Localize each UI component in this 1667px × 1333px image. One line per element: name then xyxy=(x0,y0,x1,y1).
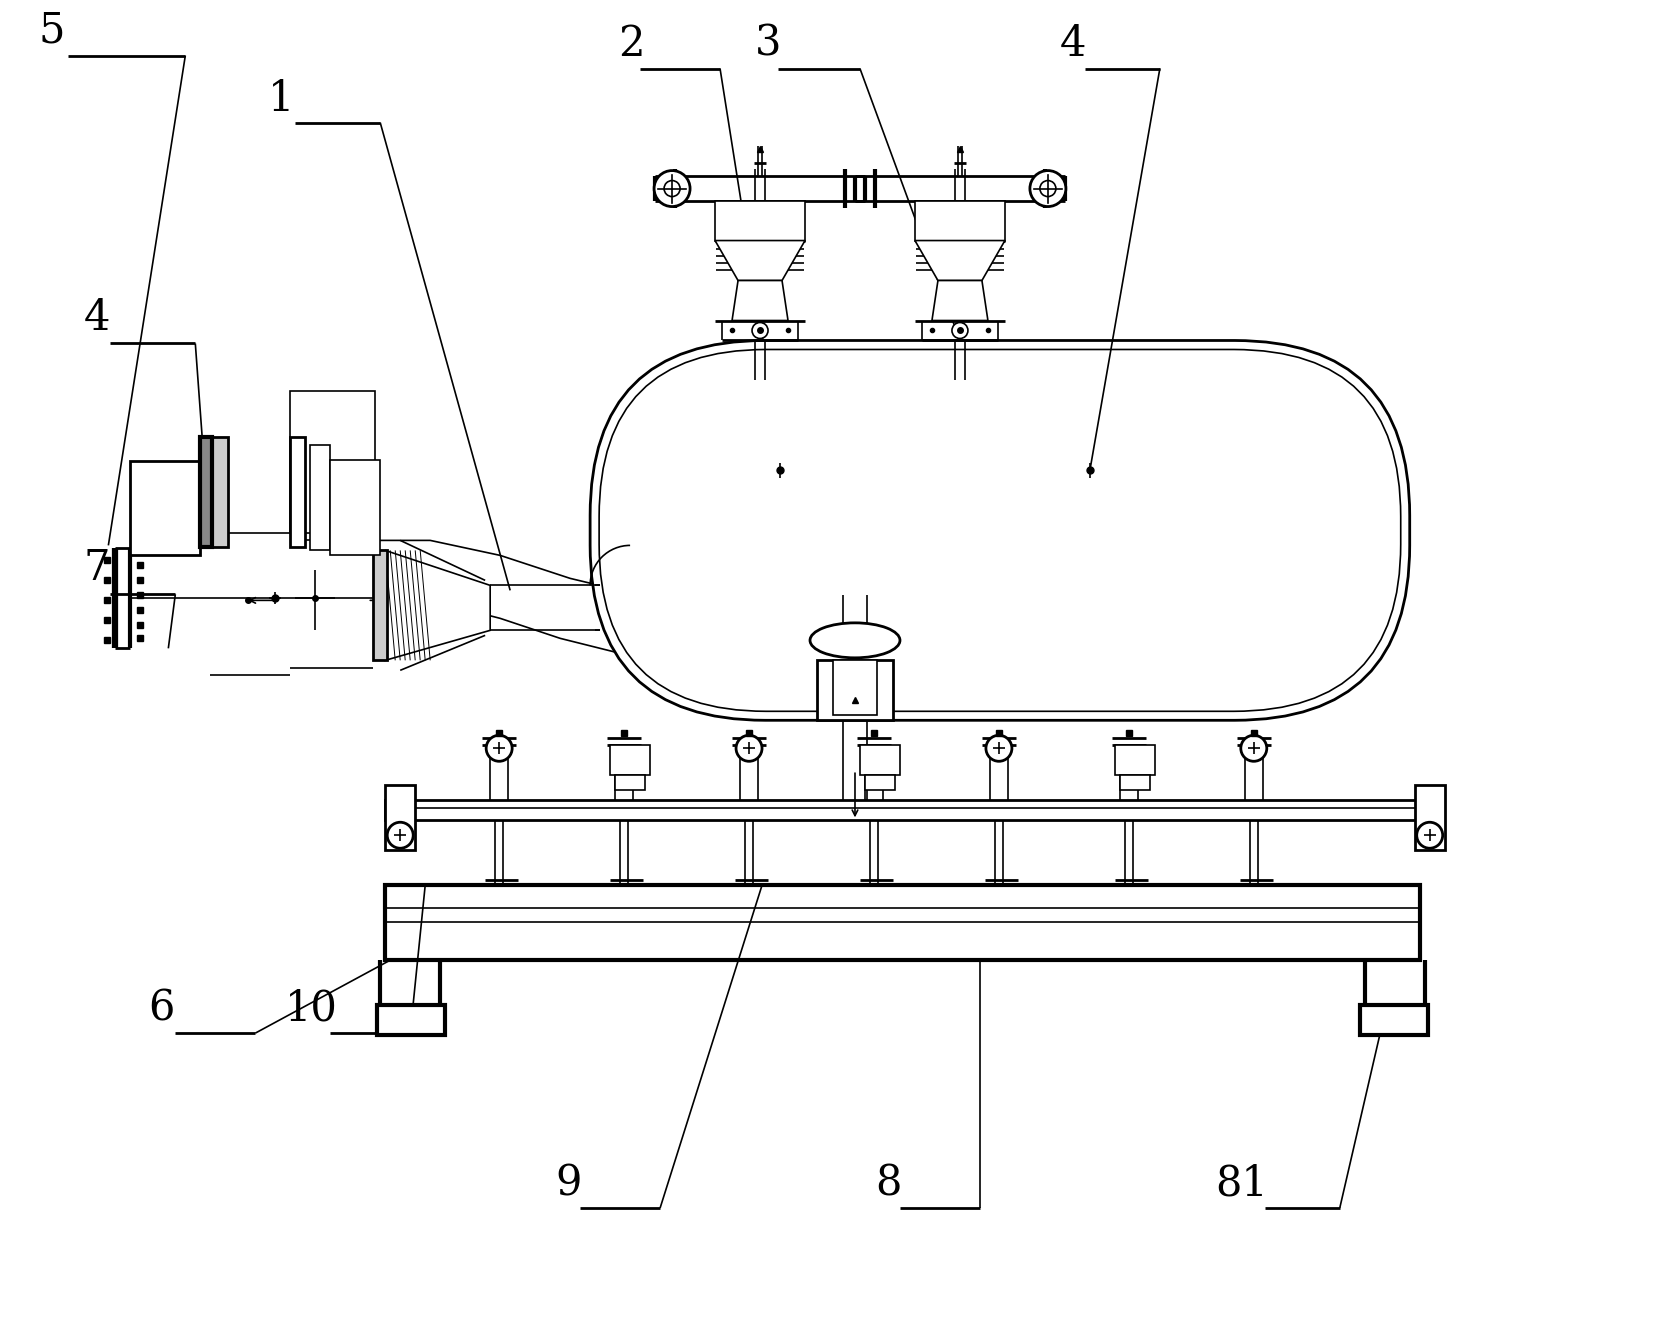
Bar xyxy=(385,785,415,850)
Bar xyxy=(860,745,900,776)
Text: 5: 5 xyxy=(38,9,65,52)
Circle shape xyxy=(387,822,413,848)
FancyBboxPatch shape xyxy=(598,349,1400,712)
Bar xyxy=(1415,785,1445,850)
Bar xyxy=(373,551,387,660)
Bar xyxy=(200,437,212,548)
Circle shape xyxy=(1240,736,1267,761)
Bar xyxy=(834,660,877,716)
Text: 10: 10 xyxy=(285,988,338,1029)
Bar xyxy=(130,461,200,556)
Polygon shape xyxy=(915,240,1005,280)
Bar xyxy=(310,445,330,551)
Polygon shape xyxy=(385,551,490,660)
Bar xyxy=(385,885,1420,960)
Bar xyxy=(385,800,1420,820)
Text: 4: 4 xyxy=(1060,23,1087,64)
Circle shape xyxy=(1417,822,1442,848)
Text: 2: 2 xyxy=(618,23,645,64)
Circle shape xyxy=(737,736,762,761)
Bar xyxy=(915,200,1005,240)
Bar xyxy=(1120,776,1150,790)
Bar xyxy=(377,1005,445,1036)
Bar xyxy=(1115,745,1155,776)
FancyBboxPatch shape xyxy=(590,340,1410,720)
Bar xyxy=(615,776,645,790)
Circle shape xyxy=(653,171,690,207)
Text: 4: 4 xyxy=(83,297,110,340)
Bar xyxy=(715,200,805,240)
Circle shape xyxy=(752,323,768,339)
Circle shape xyxy=(663,180,680,196)
Circle shape xyxy=(487,736,512,761)
Text: 3: 3 xyxy=(755,23,782,64)
Text: 8: 8 xyxy=(875,1162,902,1204)
Circle shape xyxy=(1030,171,1065,207)
Text: 6: 6 xyxy=(148,988,175,1029)
Polygon shape xyxy=(732,280,788,320)
Bar xyxy=(290,392,375,533)
Ellipse shape xyxy=(810,623,900,657)
Bar xyxy=(290,437,305,548)
Text: 7: 7 xyxy=(83,548,110,589)
Bar xyxy=(330,460,380,556)
Circle shape xyxy=(952,323,969,339)
Polygon shape xyxy=(715,240,805,280)
Circle shape xyxy=(985,736,1012,761)
Bar xyxy=(210,437,228,548)
Text: 1: 1 xyxy=(268,77,295,120)
Bar xyxy=(610,745,650,776)
Bar xyxy=(1360,1005,1427,1036)
Text: 81: 81 xyxy=(1215,1162,1267,1204)
Bar xyxy=(817,660,894,720)
Bar xyxy=(865,776,895,790)
Text: 9: 9 xyxy=(555,1162,582,1204)
Polygon shape xyxy=(932,280,989,320)
Circle shape xyxy=(1040,180,1055,196)
